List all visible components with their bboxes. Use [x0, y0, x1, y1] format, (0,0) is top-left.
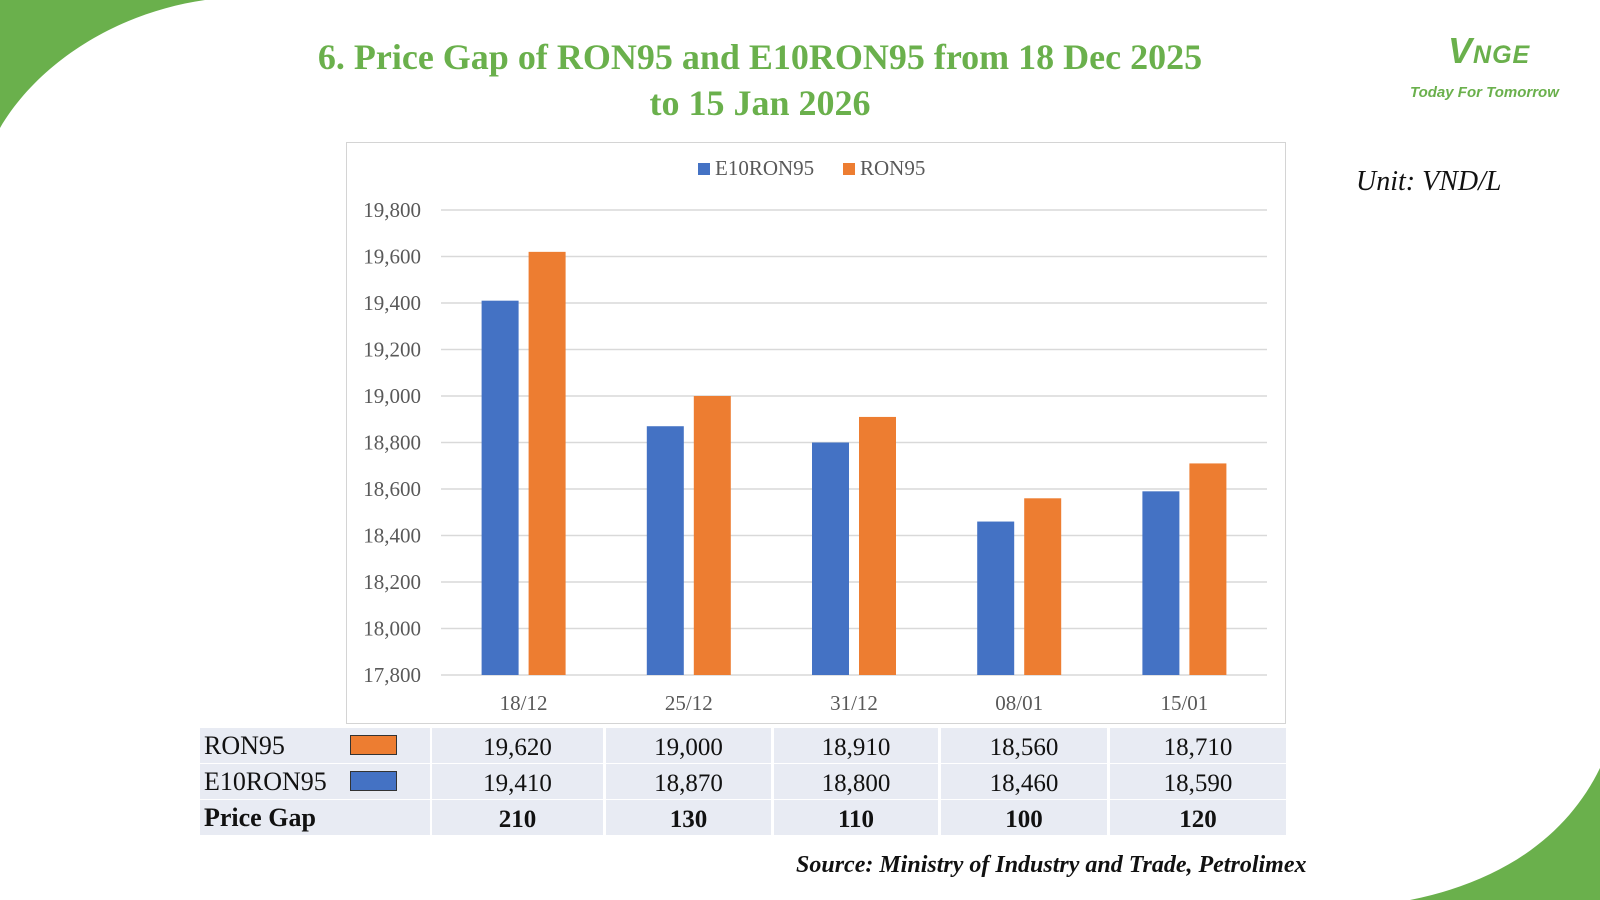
legend-swatch-e10ron95	[698, 163, 710, 175]
table-row: Price Gap 210 130 110 100 120	[200, 800, 1286, 835]
legend-label-e10ron95: E10RON95	[715, 156, 814, 180]
row-label: Price Gap	[204, 803, 316, 832]
legend-swatch	[350, 735, 397, 755]
bar-ron95-31-12	[859, 416, 896, 675]
table-cell: 120	[1110, 800, 1286, 835]
page-title: 6. Price Gap of RON95 and E10RON95 from …	[240, 34, 1280, 126]
legend-swatch	[350, 771, 397, 791]
y-tick-label: 19,400	[363, 291, 421, 315]
x-tick-label: 25/12	[665, 691, 713, 715]
title-line-2: to 15 Jan 2026	[649, 83, 871, 123]
logo-mark: VNGE	[1448, 30, 1530, 72]
y-tick-label: 18,200	[363, 570, 421, 594]
legend-label-ron95: RON95	[860, 156, 925, 180]
y-tick-label: 19,600	[363, 245, 421, 269]
legend-swatch-ron95	[843, 163, 855, 175]
vnge-logo: VNGE Today For Tomorrow	[1402, 20, 1592, 110]
corner-decoration-bottom-right	[1410, 768, 1600, 900]
table-cell: 18,870	[606, 764, 771, 799]
table-cell: 19,620	[432, 728, 603, 763]
table-cell: 19,000	[606, 728, 771, 763]
bar-e10ron95-08-01	[977, 521, 1015, 675]
y-tick-label: 18,400	[363, 524, 421, 548]
y-tick-label: 18,600	[363, 477, 421, 501]
bar-e10ron95-18-12	[481, 300, 519, 675]
title-line-1: 6. Price Gap of RON95 and E10RON95 from …	[317, 37, 1203, 77]
x-tick-label: 18/12	[500, 691, 548, 715]
table-row: E10RON95 19,410 18,870 18,800 18,460 18,590	[200, 764, 1286, 799]
row-label: RON95	[204, 731, 285, 760]
x-tick-label: 31/12	[830, 691, 878, 715]
table-cell: 18,460	[941, 764, 1107, 799]
bar-e10ron95-15-01	[1142, 491, 1180, 675]
y-tick-label: 19,800	[363, 198, 421, 222]
y-tick-label: 17,800	[363, 663, 421, 687]
bar-ron95-18-12	[528, 251, 566, 675]
x-tick-label: 08/01	[995, 691, 1043, 715]
logo-mark-rest: NGE	[1473, 41, 1531, 69]
table-cell: 210	[432, 800, 603, 835]
bar-e10ron95-25-12	[646, 426, 684, 675]
logo-tagline: Today For Tomorrow	[1410, 84, 1559, 101]
bar-e10ron95-31-12	[812, 442, 849, 675]
table-cell: 18,710	[1110, 728, 1286, 763]
y-tick-label: 19,200	[363, 338, 421, 362]
table-cell: 110	[774, 800, 938, 835]
bar-ron95-25-12	[693, 396, 731, 675]
logo-mark-v: V	[1448, 30, 1474, 71]
y-tick-label: 18,000	[363, 617, 421, 641]
source-note: Source: Ministry of Industry and Trade, …	[796, 852, 1307, 878]
row-label: E10RON95	[204, 767, 327, 796]
x-tick-label: 15/01	[1160, 691, 1208, 715]
bar-chart: 17,800 18,000 18,200 18,400 18,600 18,800 19,0…	[363, 156, 1267, 715]
table-cell: 18,910	[774, 728, 938, 763]
bar-chart-frame: 17,800 18,000 18,200 18,400 18,600 18,800 19,0…	[346, 142, 1286, 724]
bar-ron95-15-01	[1189, 463, 1227, 675]
table-cell: 100	[941, 800, 1107, 835]
row-label-background	[200, 800, 430, 835]
table-cell: 18,560	[941, 728, 1107, 763]
bar-ron95-08-01	[1024, 498, 1062, 675]
table-cell: 18,800	[774, 764, 938, 799]
table-cell: 19,410	[432, 764, 603, 799]
table-row: RON95 19,620 19,000 18,910 18,560 18,710	[200, 728, 1286, 763]
corner-decoration-top-left	[0, 0, 205, 128]
y-tick-label: 18,800	[363, 431, 421, 455]
table-cell: 18,590	[1110, 764, 1286, 799]
unit-label: Unit: VND/L	[1356, 166, 1502, 197]
y-tick-label: 19,000	[363, 384, 421, 408]
table-cell: 130	[606, 800, 771, 835]
